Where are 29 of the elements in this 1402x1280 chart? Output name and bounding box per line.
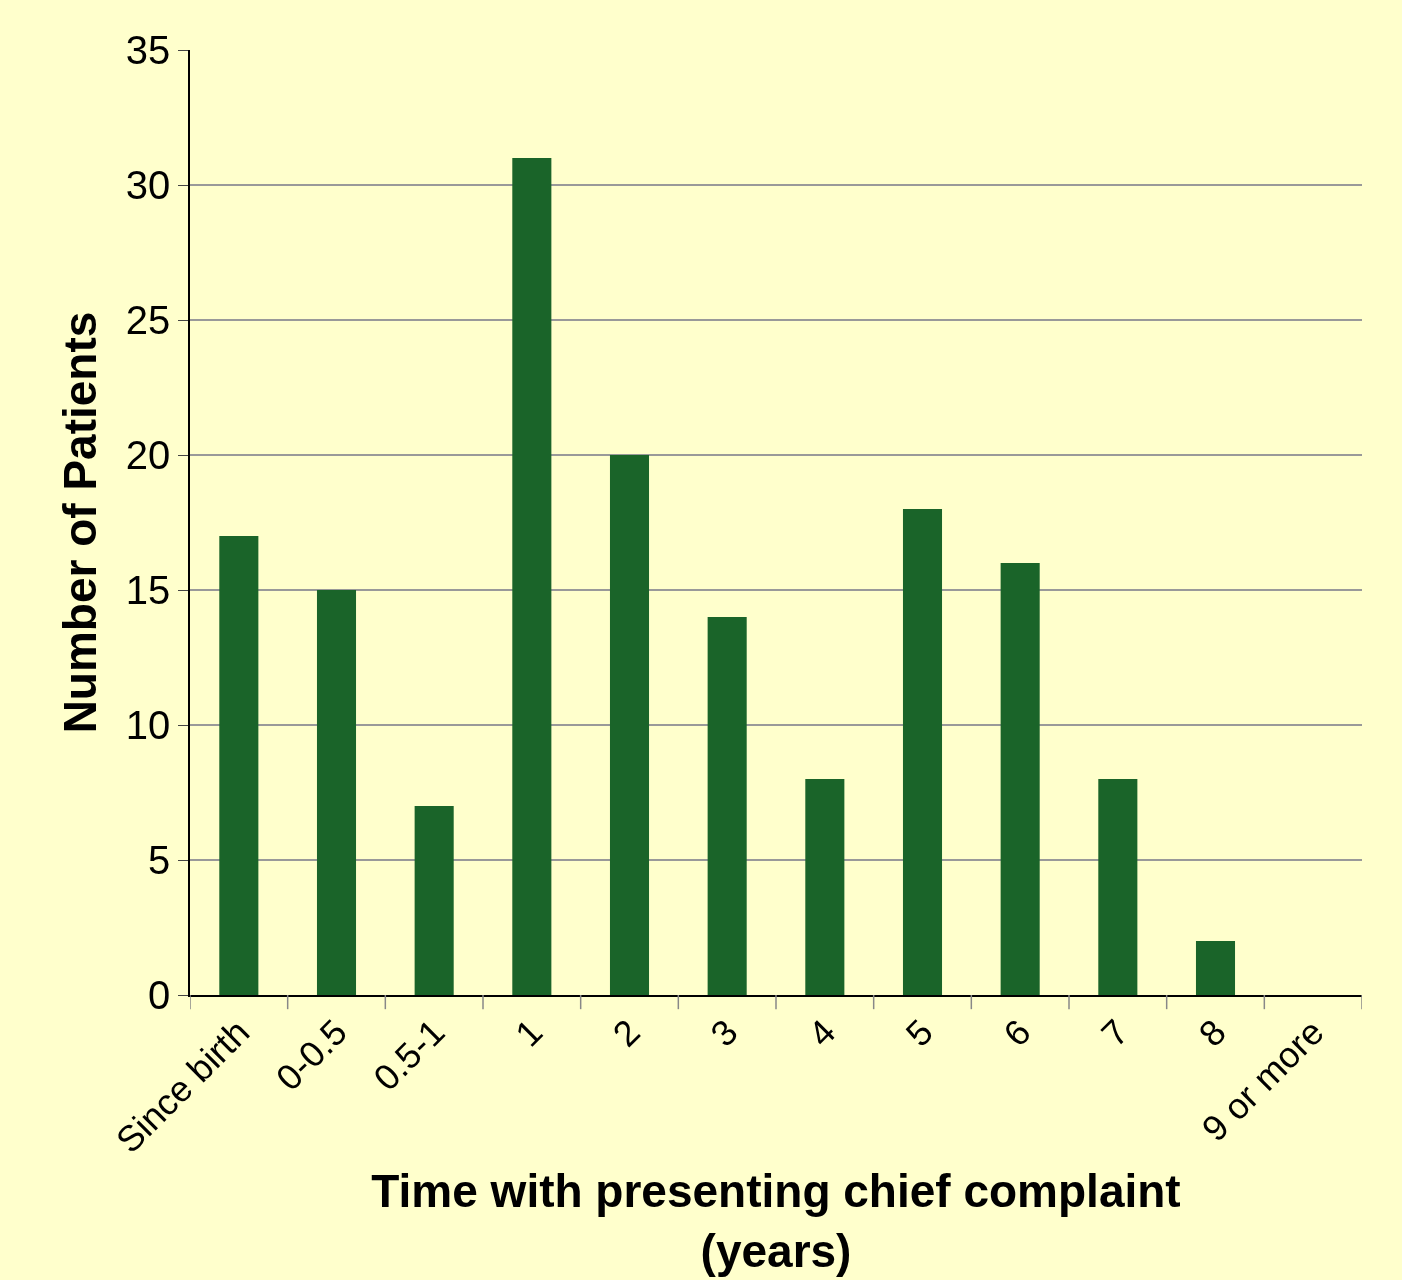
bar bbox=[414, 806, 454, 995]
y-tick-label: 15 bbox=[125, 568, 171, 612]
y-axis-title: Number of Patients bbox=[53, 311, 106, 734]
x-tick-label: 1 bbox=[507, 1011, 551, 1055]
x-tick-label: 5 bbox=[897, 1011, 941, 1055]
y-tick-label: 0 bbox=[148, 973, 171, 1017]
bar bbox=[707, 617, 747, 995]
x-tick-label: 2 bbox=[604, 1011, 648, 1055]
bar bbox=[902, 509, 943, 995]
x-tick-label: 4 bbox=[800, 1011, 844, 1055]
x-axis-title: Time with presenting chief complaint (years) bbox=[371, 1164, 1181, 1277]
x-tick-label: 3 bbox=[702, 1011, 746, 1055]
bar bbox=[219, 536, 259, 995]
bar bbox=[1195, 941, 1236, 995]
bar bbox=[1098, 779, 1138, 995]
y-tick-label: 20 bbox=[125, 433, 171, 477]
bar bbox=[316, 590, 357, 995]
x-tick-label: 7 bbox=[1093, 1011, 1137, 1055]
y-tick-label: 25 bbox=[125, 298, 171, 342]
bar bbox=[1000, 563, 1040, 995]
bar bbox=[805, 779, 845, 995]
y-tick-label: 5 bbox=[148, 838, 171, 882]
x-tick-label: 8 bbox=[1190, 1011, 1234, 1055]
bar bbox=[512, 158, 552, 995]
x-tick-label: 6 bbox=[995, 1011, 1039, 1055]
y-tick-label: 10 bbox=[125, 703, 171, 747]
y-tick-label: 30 bbox=[125, 163, 171, 207]
bar bbox=[609, 455, 650, 995]
y-tick-label: 35 bbox=[125, 28, 171, 72]
